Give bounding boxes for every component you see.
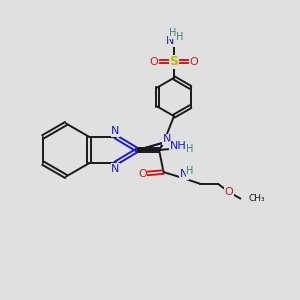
Text: N: N (166, 36, 175, 46)
Text: NH: NH (170, 141, 187, 151)
Text: S: S (169, 55, 178, 68)
Text: H: H (186, 143, 193, 154)
Text: H: H (176, 32, 183, 42)
Text: N: N (180, 169, 188, 179)
Text: O: O (225, 187, 234, 197)
Text: N: N (111, 164, 120, 173)
Text: H: H (169, 28, 176, 38)
Text: N: N (163, 134, 171, 144)
Text: O: O (189, 57, 198, 67)
Text: CH₃: CH₃ (248, 194, 265, 203)
Text: H: H (186, 167, 194, 176)
Text: O: O (150, 57, 159, 67)
Text: N: N (111, 126, 120, 136)
Text: O: O (138, 169, 147, 178)
